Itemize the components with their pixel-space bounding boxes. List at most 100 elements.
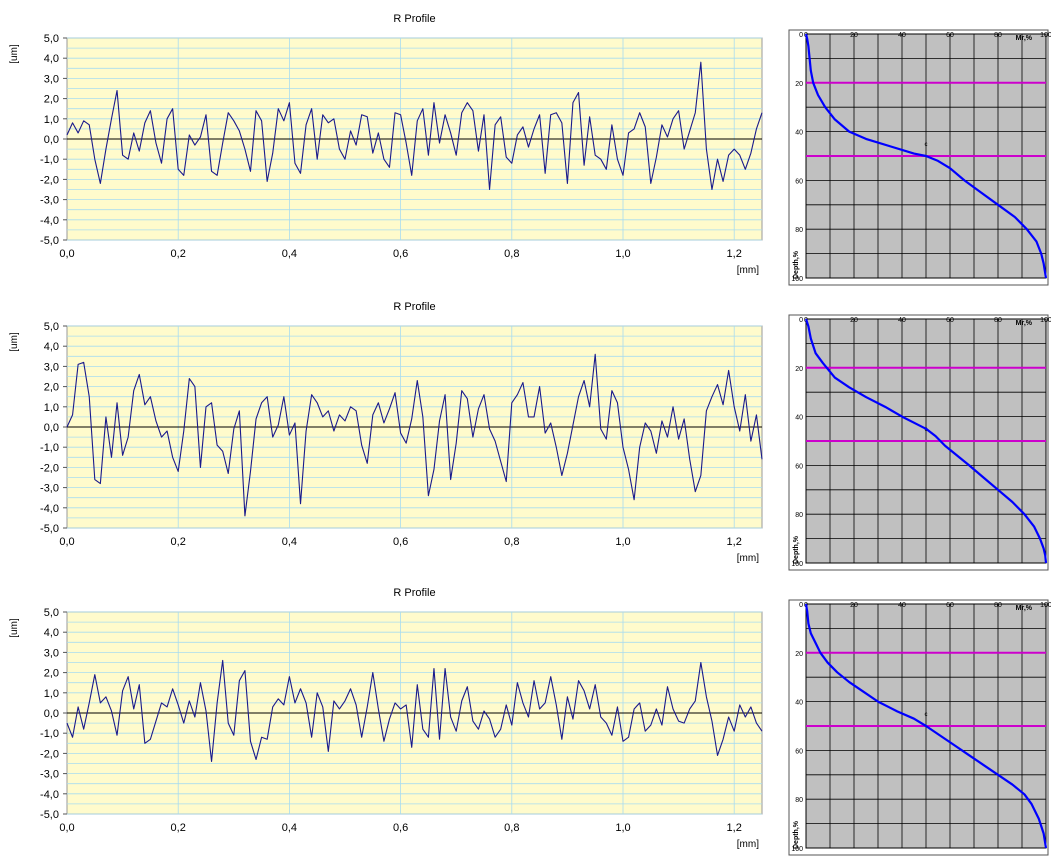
abbott-x-tick-label: 100	[1040, 602, 1051, 609]
bearing-ratio-curve	[804, 603, 1048, 849]
y-tick-label: 0,0	[44, 422, 59, 434]
c-marker-label: c	[925, 427, 928, 433]
abbott-y-tick-label: 80	[795, 797, 803, 804]
x-tick-label: 1,2	[727, 248, 742, 260]
abbott-y-tick-label: 60	[795, 748, 803, 755]
x-tick-label: 0,6	[393, 536, 408, 548]
y-tick-label: -4,0	[40, 503, 59, 515]
abbott-y-tick-label: 100	[791, 276, 803, 283]
x-tick-label: 0,8	[504, 536, 519, 548]
x-tick-label: 1,2	[727, 536, 742, 548]
abbott-x-tick-label: 80	[994, 602, 1002, 609]
x-tick-label: 0,0	[59, 248, 74, 260]
abbott-x-tick-label: 40	[898, 317, 906, 324]
x-tick-label: 0,2	[171, 536, 186, 548]
abbott-x-tick-label: 20	[850, 32, 858, 39]
y-tick-label: -2,0	[40, 748, 59, 760]
abbott-y-tick-label: 20	[795, 366, 803, 373]
y-tick-label: -4,0	[40, 215, 59, 227]
abbott-y-axis-label: Depth,%	[793, 820, 800, 849]
x-tick-label: 0,4	[282, 822, 297, 834]
y-tick-label: 4,0	[44, 341, 59, 353]
abbott-y-tick-label: 40	[795, 700, 803, 707]
y-tick-label: -2,0	[40, 174, 59, 186]
x-tick-label: 0,4	[282, 536, 297, 548]
y-tick-label: 3,0	[44, 647, 59, 659]
chart-title: R Profile	[393, 301, 435, 313]
abbott-x-tick-label: 100	[1040, 32, 1051, 39]
y-tick-label: 1,0	[44, 402, 59, 414]
c-marker-label: c	[925, 142, 928, 148]
y-tick-label: 5,0	[44, 321, 59, 333]
y-tick-label: 4,0	[44, 53, 59, 65]
x-axis-label: [mm]	[737, 265, 759, 276]
abbott-y-tick-label: 60	[795, 178, 803, 185]
y-tick-label: -5,0	[40, 523, 59, 535]
abbott-x-tick-label: 40	[898, 602, 906, 609]
x-tick-label: 0,8	[504, 248, 519, 260]
bearing-ratio-curve	[804, 318, 1048, 564]
x-tick-label: 0,6	[393, 822, 408, 834]
abbott-x-tick-label: 60	[946, 317, 954, 324]
abbott-y-tick-label: 40	[795, 130, 803, 137]
y-tick-label: -2,0	[40, 462, 59, 474]
c-marker-label: c	[925, 712, 928, 718]
x-tick-label: 0,4	[282, 248, 297, 260]
x-tick-label: 1,0	[615, 822, 630, 834]
y-tick-label: 0,0	[44, 134, 59, 146]
abbott-x-tick-label: 60	[946, 32, 954, 39]
abbott-y-tick-label: 0	[799, 32, 803, 39]
y-axis-label: [um]	[9, 618, 20, 638]
y-tick-label: 3,0	[44, 361, 59, 373]
x-axis-label: [mm]	[737, 839, 759, 850]
abbott-x-axis-label: Mr,%	[1016, 320, 1033, 327]
x-tick-label: 0,6	[393, 248, 408, 260]
abbott-y-tick-label: 100	[791, 846, 803, 853]
abbott-x-tick-label: 20	[850, 602, 858, 609]
x-tick-label: 0,8	[504, 822, 519, 834]
y-tick-label: 2,0	[44, 382, 59, 394]
chart-title: R Profile	[393, 13, 435, 25]
y-tick-label: -1,0	[40, 728, 59, 740]
y-axis-label: [um]	[9, 332, 20, 352]
abbott-y-tick-label: 20	[795, 81, 803, 88]
abbott-y-tick-label: 40	[795, 415, 803, 422]
x-tick-label: 0,0	[59, 822, 74, 834]
abbott-x-tick-label: 40	[898, 32, 906, 39]
y-tick-label: -5,0	[40, 235, 59, 247]
y-tick-label: 1,0	[44, 688, 59, 700]
x-tick-label: 1,0	[615, 536, 630, 548]
y-tick-label: 5,0	[44, 607, 59, 619]
y-tick-label: -5,0	[40, 809, 59, 821]
abbott-x-tick-label: 80	[994, 32, 1002, 39]
x-tick-label: 1,2	[727, 822, 742, 834]
bearing-ratio-curve	[804, 33, 1048, 279]
x-tick-label: 0,0	[59, 536, 74, 548]
y-tick-label: 5,0	[44, 33, 59, 45]
x-tick-label: 0,2	[171, 248, 186, 260]
y-tick-label: 4,0	[44, 627, 59, 639]
abbott-x-axis-label: Mr,%	[1016, 35, 1033, 42]
profile-line	[66, 353, 763, 517]
y-tick-label: -3,0	[40, 195, 59, 207]
abbott-y-tick-label: 80	[795, 227, 803, 234]
abbott-y-tick-label: 60	[795, 463, 803, 470]
abbott-y-tick-label: 0	[799, 317, 803, 324]
abbott-x-tick-label: 60	[946, 602, 954, 609]
abbott-y-tick-label: 0	[799, 602, 803, 609]
abbott-y-tick-label: 20	[795, 651, 803, 658]
y-tick-label: -3,0	[40, 769, 59, 781]
abbott-x-tick-label: 20	[850, 317, 858, 324]
abbott-x-tick-label: 100	[1040, 317, 1051, 324]
y-tick-label: 0,0	[44, 708, 59, 720]
profile-line	[66, 659, 763, 763]
abbott-x-tick-label: 80	[994, 317, 1002, 324]
profile-line	[66, 61, 763, 191]
y-tick-label: 1,0	[44, 114, 59, 126]
x-tick-label: 0,2	[171, 822, 186, 834]
abbott-y-tick-label: 100	[791, 561, 803, 568]
y-axis-label: [um]	[9, 44, 20, 64]
abbott-y-axis-label: Depth,%	[793, 535, 800, 564]
chart-title: R Profile	[393, 587, 435, 599]
